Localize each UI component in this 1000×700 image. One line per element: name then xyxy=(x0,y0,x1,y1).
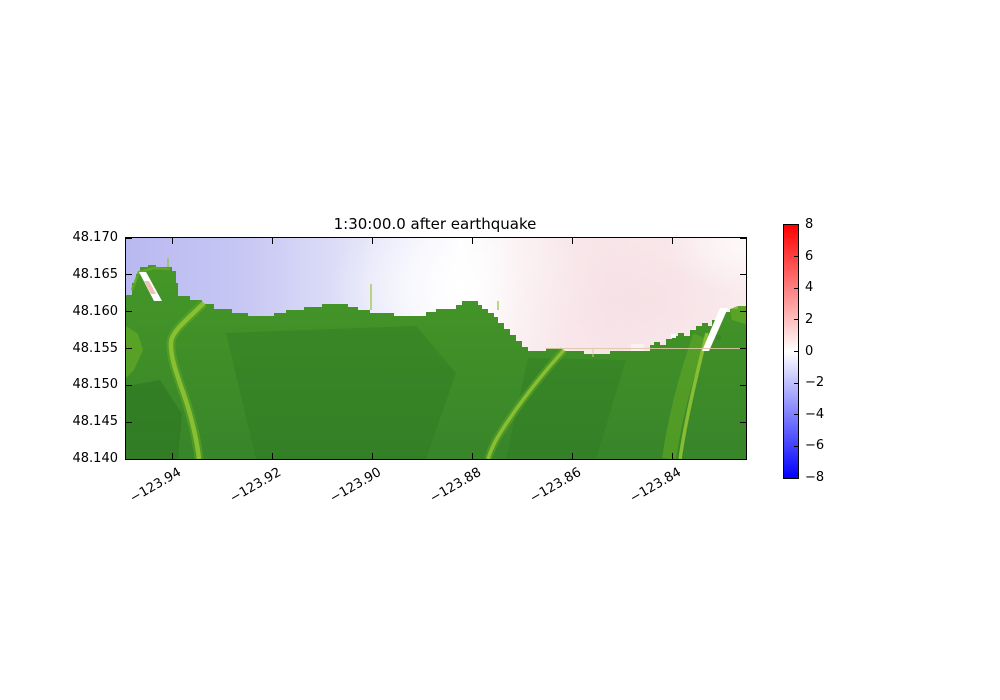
y-tick-label: 48.170 xyxy=(72,230,119,245)
corner-light-patch xyxy=(730,306,746,324)
y-axis-tick-right xyxy=(740,237,746,239)
x-axis-tick-top xyxy=(672,238,673,244)
x-axis-tick-top xyxy=(472,238,473,244)
x-axis-tick-top xyxy=(372,238,373,244)
plot-area: −123.94 −123.92 −123.90 −123.88 −123.86 −123.… xyxy=(73,230,747,506)
y-tick-label: 48.165 xyxy=(72,266,119,282)
y-axis-tick-left xyxy=(126,421,132,423)
x-tick-label: −123.90 xyxy=(327,465,384,507)
x-axis-tick-top xyxy=(272,238,273,244)
y-tick-label: 48.160 xyxy=(72,303,119,319)
shore-notch xyxy=(671,334,676,338)
y-axis-tick-right xyxy=(740,421,746,423)
colorbar-tick xyxy=(794,351,798,352)
colorbar-tick xyxy=(794,382,798,384)
x-axis-tick-top xyxy=(572,238,573,244)
x-tick-label: −123.92 xyxy=(227,465,284,507)
elevation-map xyxy=(126,238,746,459)
colorbar-tick xyxy=(794,445,798,447)
land-shade xyxy=(126,380,182,459)
colorbar: 8 6 4 2 0 −2 −4 −6 −8 xyxy=(783,217,824,485)
x-axis-tick-bottom xyxy=(572,453,573,459)
x-tick-label: −123.84 xyxy=(627,465,684,507)
colorbar-tick-label: −4 xyxy=(805,406,825,422)
shore-notch xyxy=(631,344,644,351)
y-axis-tick-left xyxy=(126,237,132,239)
colorbar-tick-label: −2 xyxy=(805,375,825,391)
colorbar-tick xyxy=(794,319,798,321)
colorbar-tick-label: 2 xyxy=(805,311,814,327)
x-axis-tick-top xyxy=(172,238,173,244)
shore-islet xyxy=(716,335,721,340)
y-axis-tick-left xyxy=(126,458,132,460)
y-axis-tick-right xyxy=(740,384,746,386)
valley-patch xyxy=(126,326,143,378)
x-tick-label: −123.86 xyxy=(527,465,584,507)
y-tick-label: 48.140 xyxy=(72,451,119,466)
y-axis-tick-right xyxy=(740,311,746,313)
colorbar-tick xyxy=(794,414,798,416)
x-axis-tick-bottom xyxy=(372,453,373,459)
x-axis-tick-bottom xyxy=(472,453,473,459)
colorbar-tick-label: 4 xyxy=(805,280,814,296)
water-corner-patch xyxy=(668,238,746,293)
y-axis-tick-left xyxy=(126,311,132,313)
bay-river-streak xyxy=(486,348,566,459)
colorbar-tick xyxy=(794,287,798,289)
east-inlet-white xyxy=(702,308,728,351)
land-polygon xyxy=(126,265,746,459)
y-tick-label: 48.150 xyxy=(72,377,119,393)
headland-inlet-pink xyxy=(144,281,156,294)
colorbar-tick xyxy=(794,256,798,258)
x-tick-label: −123.94 xyxy=(127,465,184,507)
x-tick-label: −123.88 xyxy=(427,465,484,507)
plot-title: 1:30:00.0 after earthquake xyxy=(333,215,537,233)
x-axis-tick-bottom xyxy=(172,453,173,459)
y-axis-tick-left xyxy=(126,348,132,349)
x-axis-tick-bottom xyxy=(672,453,673,459)
east-valley-band xyxy=(662,333,707,459)
land-shade xyxy=(226,326,456,459)
y-axis-tick-right xyxy=(740,274,746,276)
y-axis-tick-right xyxy=(740,348,746,349)
valley-streak xyxy=(168,301,206,459)
y-axis-tick-left xyxy=(126,384,132,386)
east-valley-streak xyxy=(678,332,709,459)
colorbar-tick-label: 6 xyxy=(805,248,814,264)
y-tick-label: 48.145 xyxy=(72,414,119,430)
y-axis-tick-left xyxy=(126,274,132,276)
x-axis-tick-bottom xyxy=(272,453,273,459)
colorbar-tick-label: −8 xyxy=(805,470,825,485)
y-axis-tick-right xyxy=(740,458,746,460)
colorbar-tick-label: −6 xyxy=(805,438,825,454)
colorbar-tick-label: 8 xyxy=(805,217,814,232)
colorbar-tick-label: 0 xyxy=(805,343,814,359)
y-tick-label: 48.155 xyxy=(72,340,119,356)
ridge-highlight xyxy=(130,266,171,291)
